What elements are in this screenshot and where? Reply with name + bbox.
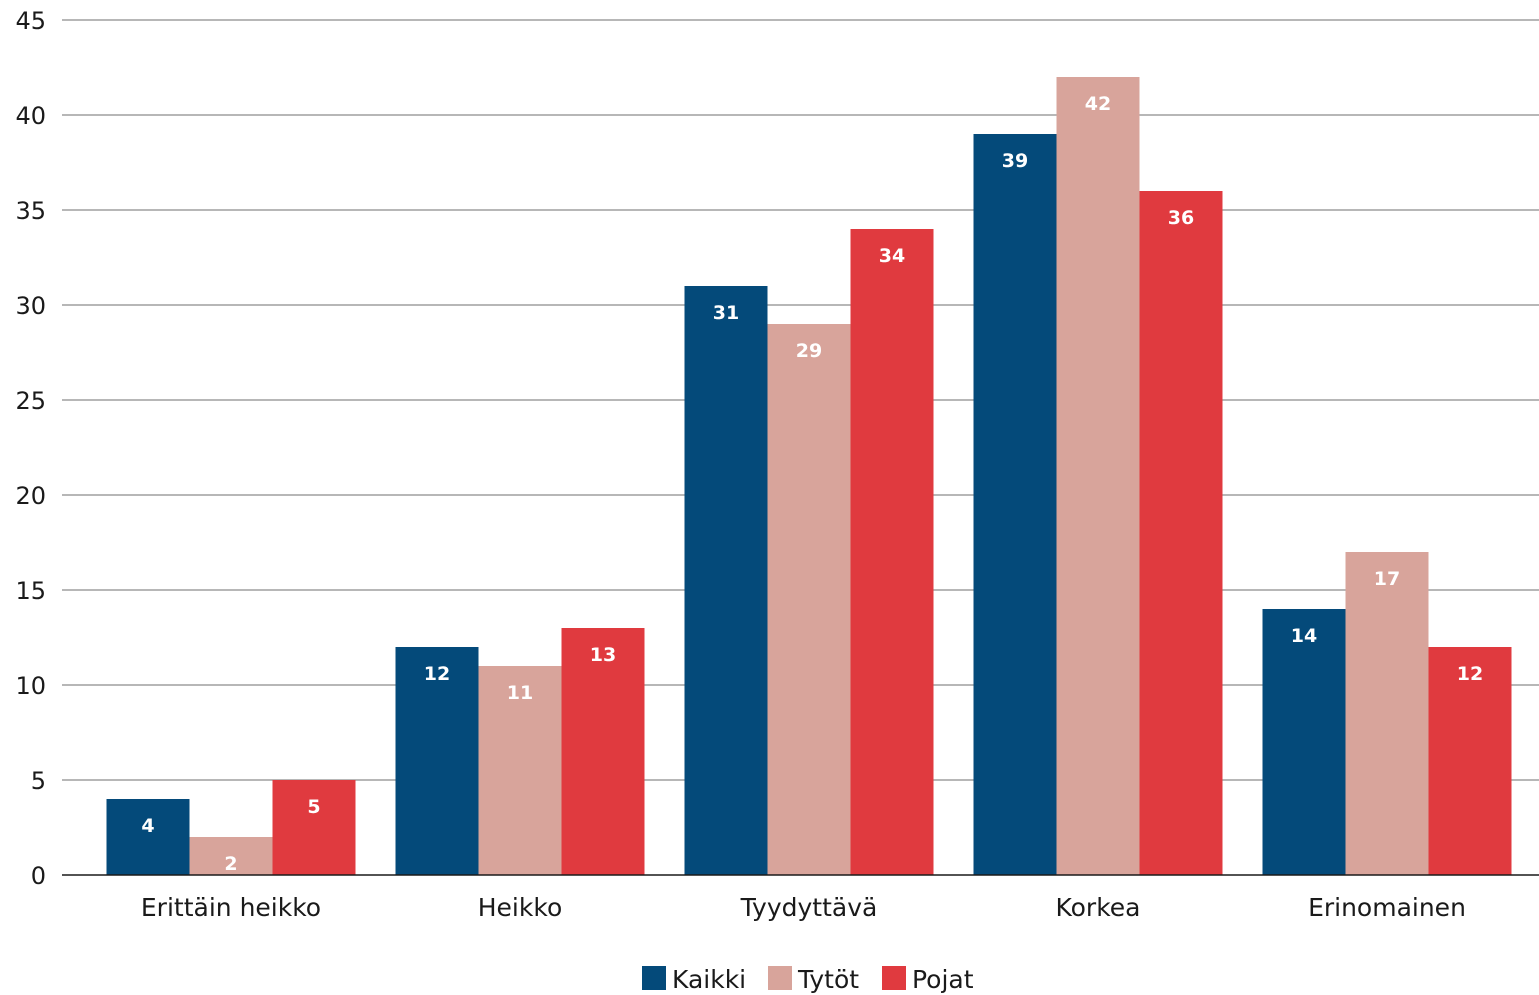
x-category-label: Erittäin heikko [141,893,321,922]
y-tick-label: 25 [15,387,46,415]
bar-pojat-1 [561,628,645,875]
data-label: 14 [1291,625,1317,647]
data-label: 29 [796,340,822,362]
x-category-label: Heikko [478,893,563,922]
x-category-label: Korkea [1055,893,1140,922]
bar-tytöt-2 [767,324,851,875]
bar-tytöt-4 [1345,552,1429,875]
x-category-label: Tyydyttävä [740,893,878,922]
y-tick-label: 5 [31,767,46,795]
data-label: 12 [1457,663,1483,685]
y-tick-label: 45 [15,7,46,35]
bar-tytöt-3 [1056,77,1140,875]
bar-kaikki-3 [973,134,1057,875]
bar-pojat-0 [272,780,356,875]
y-tick-label: 20 [15,482,46,510]
bar-kaikki-2 [684,286,768,875]
legend-swatch-pojat [882,966,906,990]
legend-label-tytöt: Tytöt [797,965,859,994]
legend-label-kaikki: Kaikki [672,965,746,994]
data-label: 11 [507,682,533,704]
data-label: 4 [141,815,154,837]
data-label: 12 [424,663,450,685]
data-label: 31 [713,302,739,324]
data-label: 36 [1168,207,1194,229]
bar-tytöt-1 [478,666,562,875]
data-label: 13 [590,644,616,666]
bar-pojat-3 [1139,191,1223,875]
bar-pojat-2 [850,229,934,875]
legend: Kaikki Tytöt Pojat [642,965,974,994]
data-label: 42 [1085,93,1111,115]
bar-kaikki-0 [106,799,190,875]
x-axis-category-labels: Erittäin heikko Heikko Tyydyttävä Korkea Eri… [141,893,1466,922]
bar-kaikki-4 [1262,609,1346,875]
bars [106,77,1512,875]
legend-swatch-tytöt [768,966,792,990]
y-tick-label: 15 [15,577,46,605]
bar-pojat-4 [1428,647,1512,875]
legend-label-pojat: Pojat [912,965,974,994]
y-axis-tick-labels: 0 5 10 15 20 25 30 35 40 45 [15,7,46,890]
data-label: 17 [1374,568,1400,590]
y-tick-label: 30 [15,292,46,320]
x-category-label: Erinomainen [1308,893,1466,922]
y-tick-label: 0 [31,862,46,890]
y-tick-label: 35 [15,197,46,225]
y-tick-label: 10 [15,672,46,700]
y-tick-label: 40 [15,102,46,130]
bar-kaikki-1 [395,647,479,875]
data-label: 39 [1002,150,1028,172]
legend-swatch-kaikki [642,966,666,990]
data-label: 34 [879,245,905,267]
data-label: 2 [224,853,237,875]
data-label: 5 [307,796,320,818]
bar-tytöt-0 [189,837,273,875]
